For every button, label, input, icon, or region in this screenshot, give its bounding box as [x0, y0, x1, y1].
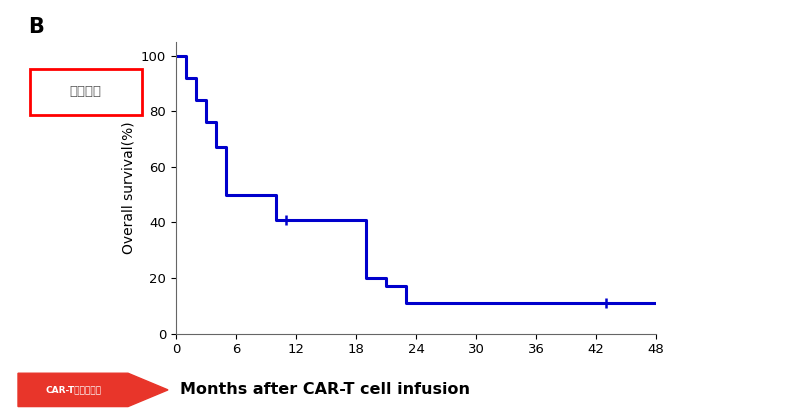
- Text: B: B: [28, 17, 44, 37]
- Text: 总生存率: 总生存率: [70, 85, 102, 98]
- Y-axis label: Overall survival(%): Overall survival(%): [122, 121, 135, 254]
- Polygon shape: [18, 373, 168, 407]
- Text: CAR-T输注后月份: CAR-T输注后月份: [45, 385, 101, 394]
- Text: Months after CAR-T cell infusion: Months after CAR-T cell infusion: [180, 382, 470, 397]
